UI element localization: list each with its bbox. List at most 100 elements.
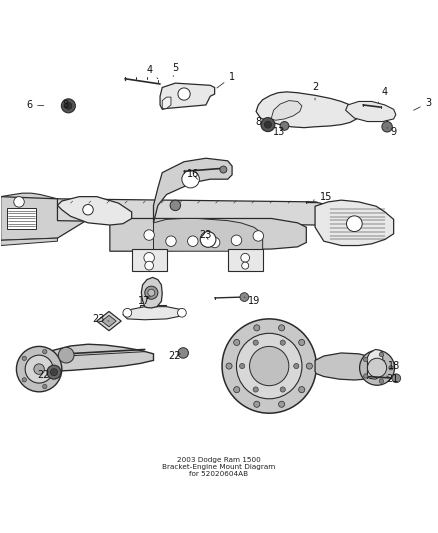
Circle shape [254,325,260,331]
Text: 3: 3 [413,98,431,110]
Text: 9: 9 [387,127,397,137]
Circle shape [237,333,302,399]
Polygon shape [162,97,171,108]
Text: 23: 23 [93,314,109,324]
Text: 6: 6 [26,100,44,110]
Circle shape [22,356,26,360]
Circle shape [253,231,264,241]
Circle shape [148,289,155,296]
Polygon shape [123,306,184,320]
Circle shape [209,237,220,248]
Circle shape [293,364,299,369]
Polygon shape [1,193,57,203]
Circle shape [392,374,401,383]
Circle shape [379,379,384,383]
Circle shape [253,387,258,392]
Circle shape [65,102,72,109]
Circle shape [367,358,387,377]
Polygon shape [1,238,57,246]
Circle shape [178,88,190,100]
Text: 23: 23 [199,230,211,240]
Circle shape [144,253,154,263]
Circle shape [253,340,258,345]
Circle shape [42,384,47,389]
Polygon shape [1,197,97,240]
Circle shape [226,363,232,369]
Circle shape [177,309,186,317]
Polygon shape [140,305,166,309]
Circle shape [61,99,75,113]
Bar [7,207,35,229]
Circle shape [265,121,272,128]
Circle shape [382,122,392,132]
Circle shape [279,325,285,331]
Polygon shape [315,353,381,380]
Text: 4: 4 [146,65,158,79]
Circle shape [280,387,286,392]
Polygon shape [153,219,263,251]
Circle shape [22,378,26,382]
Text: 17: 17 [138,296,150,305]
Circle shape [364,358,368,362]
Circle shape [261,118,275,132]
Text: 8: 8 [62,100,68,110]
Text: 16: 16 [187,169,199,179]
Circle shape [145,286,158,299]
Circle shape [240,364,245,369]
Circle shape [182,171,199,188]
Polygon shape [346,101,396,122]
Polygon shape [256,92,359,128]
Circle shape [233,340,240,345]
Circle shape [178,348,188,358]
Circle shape [233,386,240,393]
Circle shape [299,386,305,393]
Text: 1: 1 [217,71,235,88]
Circle shape [379,352,384,357]
Polygon shape [27,344,153,376]
Text: 22: 22 [37,370,54,380]
Circle shape [166,236,176,246]
Circle shape [279,401,285,407]
Circle shape [241,253,250,262]
Circle shape [14,197,24,207]
Polygon shape [57,199,350,225]
Polygon shape [315,200,394,246]
Circle shape [280,122,289,130]
Circle shape [25,355,53,383]
Polygon shape [228,249,263,271]
Circle shape [83,205,93,215]
Text: 19: 19 [244,296,260,305]
Text: 4: 4 [378,87,388,103]
Polygon shape [97,311,121,330]
Text: 22: 22 [168,351,181,361]
Circle shape [123,309,132,317]
Circle shape [55,367,60,372]
Text: 2003 Dodge Ram 1500
Bracket-Engine Mount Diagram
for 52020604AB: 2003 Dodge Ram 1500 Bracket-Engine Mount… [162,457,276,477]
Circle shape [47,365,61,379]
Circle shape [360,350,395,385]
Text: 2: 2 [312,83,318,100]
Circle shape [187,236,198,246]
Text: 13: 13 [273,127,285,137]
Text: 5: 5 [172,63,178,77]
Circle shape [254,401,260,407]
Circle shape [50,369,57,376]
Polygon shape [57,197,132,225]
Circle shape [299,340,305,345]
Text: 18: 18 [384,360,400,371]
Circle shape [240,293,249,302]
Circle shape [58,348,74,363]
Circle shape [250,346,289,386]
Circle shape [389,366,393,370]
Circle shape [16,346,62,392]
Polygon shape [153,158,232,223]
Polygon shape [271,101,302,120]
Circle shape [200,231,216,247]
Circle shape [42,350,47,354]
Circle shape [144,230,154,240]
Text: 21: 21 [386,374,399,384]
Text: 15: 15 [313,192,332,201]
Circle shape [222,319,316,413]
Polygon shape [141,277,162,308]
Polygon shape [102,316,117,327]
